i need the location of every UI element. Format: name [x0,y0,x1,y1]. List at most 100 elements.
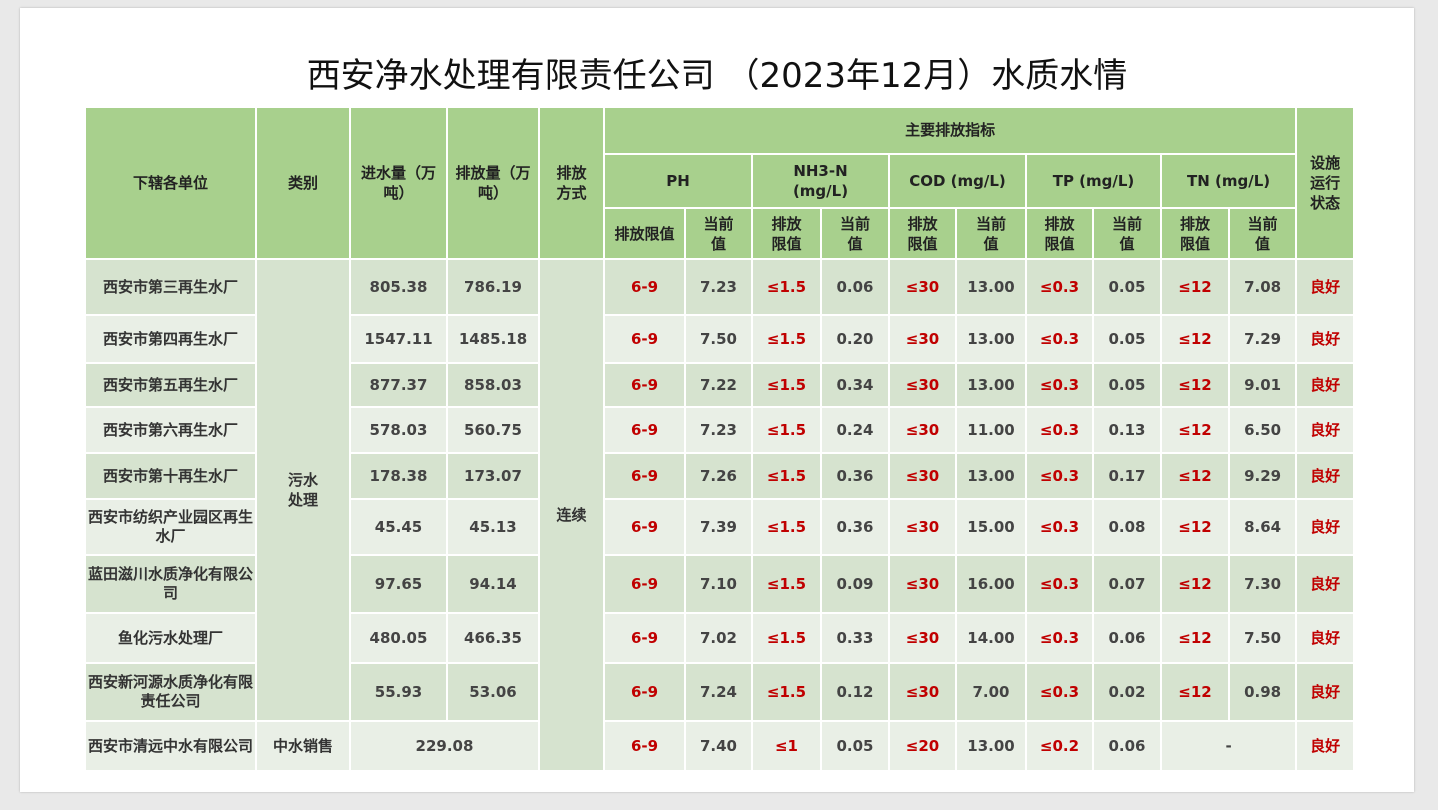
table-row: 西安新河源水质净化有限责任公司 55.93 53.06 6-9 7.24 ≤1.5 0.12… [86,664,1354,720]
unit-name: 蓝田滋川水质净化有限公司 [86,556,255,612]
header-cod: COD (mg/L) [890,155,1025,207]
ph-value: 7.39 [686,500,751,554]
status-value: 良好 [1297,664,1354,720]
tp-limit: ≤0.3 [1027,500,1092,554]
inflow-value: 805.38 [351,260,446,314]
nh3n-limit: ≤1.5 [753,408,820,452]
inflow-value: 578.03 [351,408,446,452]
unit-name: 鱼化污水处理厂 [86,614,255,662]
ph-value: 7.02 [686,614,751,662]
inflow-value: 480.05 [351,614,446,662]
cod-limit: ≤30 [890,664,955,720]
status-value: 良好 [1297,316,1354,362]
table-body: 西安市第三再生水厂 污水处理 805.38 786.19 连续 6-9 7.23 ≤1.5 0.… [86,260,1354,770]
tp-value: 0.06 [1094,722,1160,770]
unit-name: 西安市第六再生水厂 [86,408,255,452]
outflow-value: 466.35 [448,614,538,662]
tn-value: 7.08 [1230,260,1296,314]
cod-value: 13.00 [957,316,1025,362]
tn-value: 0.98 [1230,664,1296,720]
header-cod-current: 当前值 [957,209,1025,258]
table-row: 西安市第六再生水厂 578.03 560.75 6-9 7.23 ≤1.5 0.24 ≤30 1… [86,408,1354,452]
header-tp-current: 当前值 [1094,209,1160,258]
tp-value: 0.05 [1094,260,1160,314]
ph-limit: 6-9 [605,500,684,554]
cod-value: 15.00 [957,500,1025,554]
tn-limit: ≤12 [1162,614,1228,662]
table-row: 西安市第三再生水厂 污水处理 805.38 786.19 连续 6-9 7.23 ≤1.5 0.… [86,260,1354,770]
unit-name: 西安市清远中水有限公司 [86,722,255,770]
cod-limit: ≤30 [890,260,955,314]
volume-value: 229.08 [351,722,538,770]
category-sewage: 污水处理 [257,260,349,720]
tn-limit: ≤12 [1162,454,1228,498]
header-outflow: 排放量（万吨） [448,108,538,258]
tp-limit: ≤0.3 [1027,316,1092,362]
header-tp: TP (mg/L) [1027,155,1160,207]
ph-limit: 6-9 [605,260,684,314]
ph-value: 7.22 [686,364,751,406]
cod-value: 13.00 [957,364,1025,406]
tn-limit: ≤12 [1162,364,1228,406]
status-value: 良好 [1297,454,1354,498]
outflow-value: 94.14 [448,556,538,612]
nh3n-value: 0.05 [822,722,888,770]
ph-limit: 6-9 [605,664,684,720]
ph-value: 7.10 [686,556,751,612]
table-row: 蓝田滋川水质净化有限公司 97.65 94.14 6-9 7.10 ≤1.5 0.09 ≤30… [86,556,1354,612]
nh3n-value: 0.24 [822,408,888,452]
tp-limit: ≤0.3 [1027,664,1092,720]
nh3n-value: 0.12 [822,664,888,720]
table-row: 西安市第十再生水厂 178.38 173.07 6-9 7.26 ≤1.5 0.36 ≤30 1… [86,454,1354,498]
outflow-value: 1485.18 [448,316,538,362]
nh3n-value: 0.20 [822,316,888,362]
tn-limit: ≤12 [1162,664,1228,720]
tn-limit: ≤12 [1162,500,1228,554]
tp-value: 0.05 [1094,316,1160,362]
tp-limit: ≤0.3 [1027,556,1092,612]
inflow-value: 178.38 [351,454,446,498]
ph-value: 7.24 [686,664,751,720]
cod-limit: ≤30 [890,408,955,452]
ph-value: 7.26 [686,454,751,498]
header-tp-limit: 排放限值 [1027,209,1092,258]
nh3n-limit: ≤1.5 [753,364,820,406]
header-nh3n-limit: 排放限值 [753,209,820,258]
cod-value: 14.00 [957,614,1025,662]
header-method: 排放方式 [540,108,603,258]
header-tn-limit: 排放限值 [1162,209,1228,258]
inflow-value: 877.37 [351,364,446,406]
tn-value: 7.50 [1230,614,1296,662]
status-value: 良好 [1297,500,1354,554]
outflow-value: 858.03 [448,364,538,406]
header-unit: 下辖各单位 [86,108,255,258]
cod-limit: ≤30 [890,614,955,662]
nh3n-value: 0.06 [822,260,888,314]
tn-limit: ≤12 [1162,408,1228,452]
header-ph-current: 当前值 [686,209,751,258]
nh3n-limit: ≤1.5 [753,500,820,554]
tn-value: 9.01 [1230,364,1296,406]
page-title: 西安净水处理有限责任公司 （2023年12月）水质水情 [306,56,1128,96]
tp-limit: ≤0.3 [1027,260,1092,314]
outflow-value: 45.13 [448,500,538,554]
outflow-value: 53.06 [448,664,538,720]
header-inflow: 进水量（万吨） [351,108,446,258]
header-cod-limit: 排放限值 [890,209,955,258]
table-row: 西安市第五再生水厂 877.37 858.03 6-9 7.22 ≤1.5 0.34 ≤30 1… [86,364,1354,406]
nh3n-value: 0.36 [822,454,888,498]
nh3n-limit: ≤1.5 [753,614,820,662]
outflow-value: 173.07 [448,454,538,498]
cod-value: 16.00 [957,556,1025,612]
nh3n-value: 0.34 [822,364,888,406]
table-row: 西安市清远中水有限公司 中水销售 229.08 6-9 7.40 ≤1 0.05 ≤20 13.… [86,722,1354,770]
nh3n-limit: ≤1.5 [753,260,820,314]
status-value: 良好 [1297,722,1354,770]
cod-limit: ≤20 [890,722,955,770]
tp-value: 0.07 [1094,556,1160,612]
header-ph-limit: 排放限值 [605,209,684,258]
table-row: 西安市第四再生水厂 1547.11 1485.18 6-9 7.50 ≤1.5 0.20 ≤3… [86,316,1354,362]
unit-name: 西安市第五再生水厂 [86,364,255,406]
ph-limit: 6-9 [605,614,684,662]
cod-limit: ≤30 [890,556,955,612]
